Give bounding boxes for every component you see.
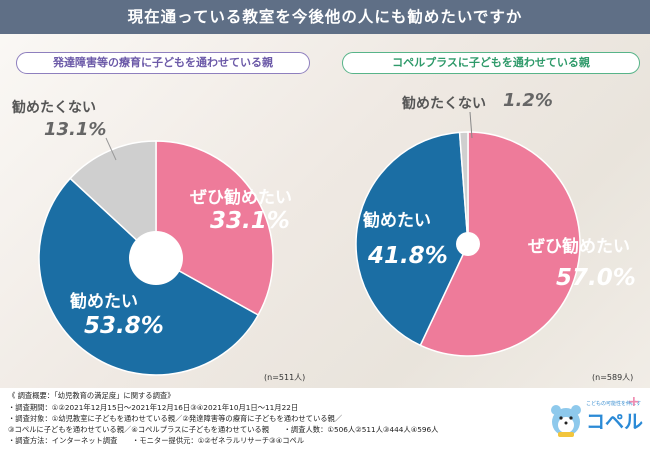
right-pie-hole (456, 232, 480, 256)
right-chart-title: コペルプラスに子どもを通わせている親 (342, 52, 640, 74)
left-leader-line (105, 137, 117, 161)
right-not-value: 1.2% (503, 90, 553, 111)
left-not-label: 勧めたくない (12, 100, 96, 116)
bear-mascot-icon (551, 405, 581, 437)
left-pie-hole (129, 231, 183, 285)
page-title: 現在通っている教室を今後他の人にも勧めたいですか (127, 8, 523, 26)
logo-name: コペル (586, 411, 644, 433)
right-slice-strong (419, 131, 581, 357)
logo-tagline: こどもの可能性を伸ばす (586, 401, 642, 407)
right-recommend-value: 41.8% (368, 243, 448, 269)
right-strong-label: ぜひ勧めたい (528, 237, 630, 257)
copel-logo: こどもの可能性を伸ばす コペル + (548, 394, 644, 444)
left-slice-not (69, 140, 157, 260)
note-line: 《 調査概要：「幼児教育の満足度」に関する調査》 (8, 391, 175, 400)
left-recommend-value: 53.8% (84, 313, 164, 339)
right-strong-value: 57.0% (556, 265, 636, 291)
note-line: ③コペルに子どもを通わせている親／④コペルプラスに子どもを通わせている親 ・調査… (8, 425, 439, 434)
survey-notes: 《 調査概要：「幼児教育の満足度」に関する調査》 ・調査期間：①②2021年12… (0, 388, 650, 450)
left-recommend-label: 勧めたい (70, 292, 138, 312)
right-n: (n=589人) (592, 373, 634, 382)
left-not-value: 13.1% (44, 119, 107, 140)
title-bar (0, 0, 650, 34)
note-line: ・調査方法：インターネット調査 ・モニター提供元：①②ゼネラルリサーチ③④コペル (8, 436, 305, 445)
right-leader-line (469, 111, 473, 139)
right-recommend-label: 勧めたい (363, 211, 431, 231)
logo-plus: + (628, 394, 640, 410)
left-strong-value: 33.1% (210, 208, 290, 234)
right-slice-not (458, 131, 469, 245)
note-line: ・調査期間：①②2021年12月15日〜2021年12月16日③④2021年10… (8, 403, 299, 412)
left-strong-label: ぜひ勧めたい (190, 188, 292, 208)
left-n: (n=511人) (264, 373, 306, 382)
note-line: ・調査対象：①幼児教室に子どもを通わせている親／②発達障害等の療育に子どもを通わ… (8, 414, 343, 423)
right-not-label: 勧めたくない (402, 96, 486, 112)
left-chart-title: 発達障害等の療育に子どもを通わせている親 (16, 52, 310, 74)
right-slice-recommend (355, 131, 469, 347)
left-slice-strong (155, 140, 274, 317)
